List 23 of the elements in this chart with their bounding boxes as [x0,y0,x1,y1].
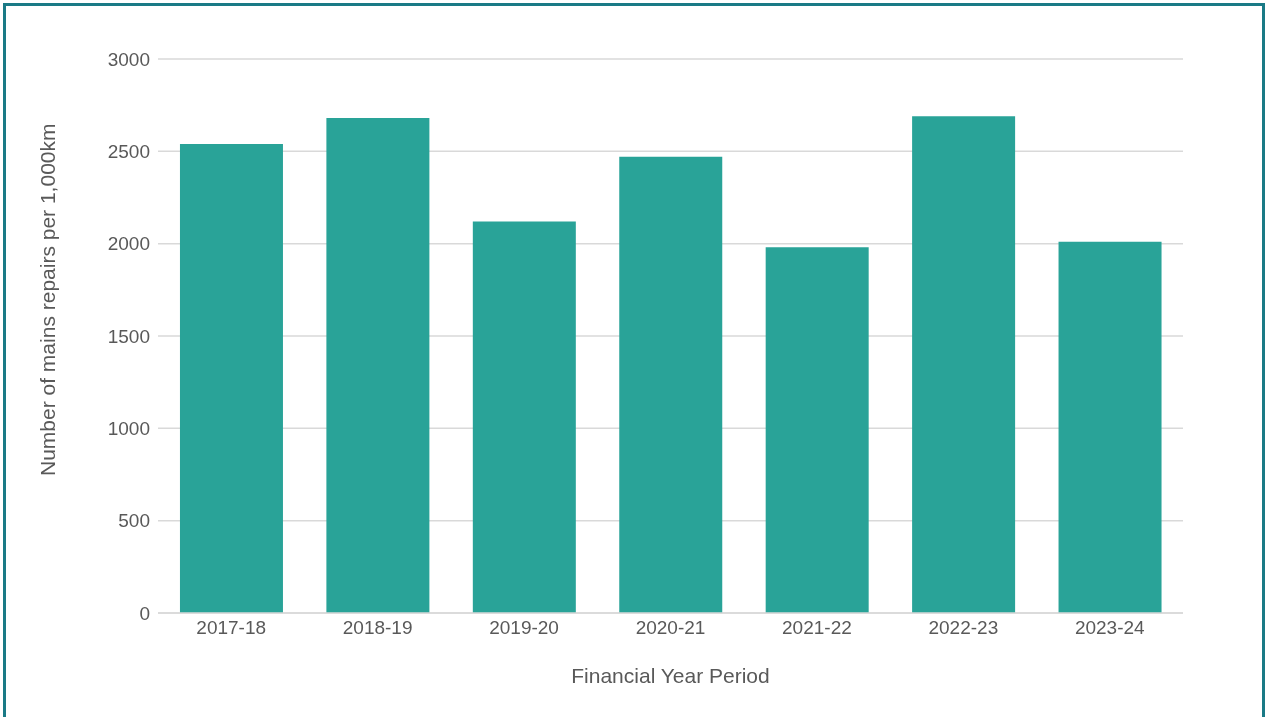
x-tick-label: 2019-20 [489,617,559,639]
y-tick-label: 2500 [107,141,150,163]
bar [1058,241,1162,613]
y-tick-label: 1500 [107,325,150,347]
y-tick-label: 1000 [107,418,150,440]
y-tick-label: 3000 [107,48,150,70]
y-axis-title: Number of mains repairs per 1,000km [36,123,60,476]
x-tick-label: 2020-21 [635,617,706,639]
x-axis-title: Financial Year Period [571,664,770,687]
x-tick-label: 2021-22 [782,617,852,639]
bar [179,143,283,613]
x-tick-label: 2023-24 [1074,617,1146,639]
bar [472,221,576,613]
y-tick-label: 0 [139,602,150,624]
y-tick-label: 500 [118,510,150,532]
bar [765,247,869,613]
x-tick-label: 2017-18 [196,617,267,639]
bar [326,118,430,613]
bar [912,116,1016,613]
x-tick-label: 2022-23 [928,617,999,639]
bar [619,156,723,613]
x-tick-label: 2018-19 [342,617,413,639]
y-tick-label: 2000 [107,233,150,255]
